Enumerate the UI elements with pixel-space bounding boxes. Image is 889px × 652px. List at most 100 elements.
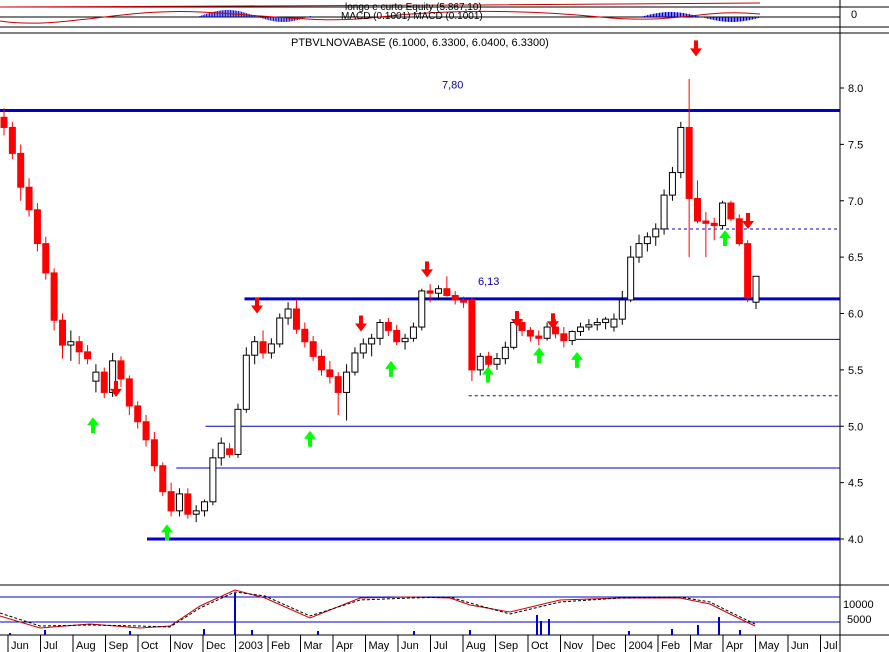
- candle: [276, 317, 284, 345]
- candle: [75, 341, 83, 353]
- y-tick-label: 5.5: [848, 365, 863, 377]
- candle: [58, 319, 66, 346]
- macd-label-1: longo e curto Equity (5.867,10): [345, 2, 482, 13]
- x-tick-label: Sep: [109, 640, 129, 652]
- candle: [134, 405, 142, 423]
- candle: [259, 341, 267, 354]
- volume-bars: [9, 593, 741, 635]
- candle: [267, 343, 275, 354]
- candle: [710, 222, 718, 227]
- level-label: 7,80: [442, 80, 463, 92]
- candle: [744, 243, 752, 299]
- sell-arrow-shaft: [694, 40, 698, 50]
- candle: [602, 318, 610, 324]
- buy-arrow-shaft: [723, 237, 727, 247]
- candle: [100, 371, 108, 393]
- candle: [660, 194, 668, 230]
- candle: [685, 126, 693, 199]
- buy-arrow-head: [533, 347, 545, 356]
- candle: [635, 243, 643, 258]
- x-tick-label: 2004: [629, 640, 653, 652]
- buy-arrow-shaft: [389, 367, 393, 377]
- candle: [518, 322, 526, 331]
- buy-arrow-head: [571, 351, 583, 360]
- x-tick-label: Mar: [694, 640, 713, 652]
- buy-arrow-head: [161, 524, 173, 533]
- candle: [727, 202, 735, 220]
- x-tick-label: Apr: [726, 640, 743, 652]
- x-tick-label: Aug: [76, 640, 96, 652]
- buy-arrow-head: [385, 360, 397, 369]
- x-tick-label: Apr: [336, 640, 353, 652]
- candle: [451, 294, 459, 301]
- candles: [0, 78, 760, 523]
- volume-tick-5000: 5000: [847, 614, 872, 626]
- candle: [117, 360, 125, 380]
- candle: [668, 172, 676, 196]
- sell-arrow-head: [690, 48, 702, 57]
- candle: [50, 272, 58, 321]
- candle: [543, 326, 551, 339]
- candle: [142, 421, 150, 441]
- y-tick-label: 6.0: [848, 309, 863, 321]
- candle: [610, 318, 618, 328]
- chart-title: PTBVLNOVABASE (6.1000, 6.3300, 6.0400, 6…: [291, 37, 549, 49]
- x-tick-label: Jul: [434, 640, 448, 652]
- candle: [460, 299, 468, 303]
- candle: [326, 369, 334, 378]
- candle: [468, 299, 476, 371]
- candle: [159, 465, 167, 493]
- x-tick-label: May: [369, 640, 390, 652]
- candle: [443, 288, 451, 296]
- x-tick-label: Jun: [11, 640, 29, 652]
- candle: [577, 326, 585, 333]
- sell-arrow-head: [355, 323, 367, 332]
- candle: [67, 341, 75, 346]
- candle: [476, 355, 484, 371]
- sell-arrow-shaft: [425, 261, 429, 271]
- candle: [384, 322, 392, 331]
- x-tick-label: Jul: [44, 640, 58, 652]
- macd-line: [0, 10, 761, 24]
- buy-arrow-head: [482, 366, 494, 375]
- candle: [150, 439, 158, 467]
- candle: [167, 491, 175, 512]
- sell-arrow-shaft: [515, 311, 519, 321]
- buy-arrow-shaft: [537, 354, 541, 364]
- y-tick-label: 8.0: [848, 83, 863, 95]
- candle: [643, 236, 651, 245]
- candle: [752, 275, 760, 303]
- candle: [652, 228, 660, 238]
- x-tick-label: Oct: [531, 640, 548, 652]
- candle: [334, 376, 342, 393]
- macd-label-2: MACD (0.1001) MACD (0.1001): [341, 11, 483, 22]
- candle: [434, 288, 442, 294]
- sell-arrow-shaft: [114, 380, 118, 390]
- candle: [526, 329, 534, 337]
- sell-arrow-head: [547, 321, 559, 330]
- candle: [201, 501, 209, 512]
- buy-arrow-head: [719, 230, 731, 239]
- signal-arrows: [87, 40, 754, 541]
- candle: [84, 351, 92, 360]
- candle: [735, 218, 743, 245]
- sell-arrow-head: [511, 319, 523, 328]
- candle: [501, 346, 509, 360]
- candle: [192, 510, 200, 515]
- y-tick-label: 7.5: [848, 139, 863, 151]
- x-tick-label: Mar: [304, 640, 323, 652]
- candle: [234, 408, 242, 455]
- candle: [368, 337, 376, 345]
- candle: [627, 256, 635, 301]
- candle: [585, 324, 593, 328]
- candle: [309, 341, 317, 357]
- candle: [301, 328, 309, 343]
- buy-arrow-shaft: [308, 437, 312, 447]
- sell-arrow-shaft: [359, 315, 363, 325]
- candle: [33, 209, 41, 245]
- candle: [8, 126, 16, 154]
- candle: [551, 326, 559, 335]
- candle: [226, 448, 234, 455]
- candle: [359, 343, 367, 354]
- oscillator-signal: [0, 591, 756, 628]
